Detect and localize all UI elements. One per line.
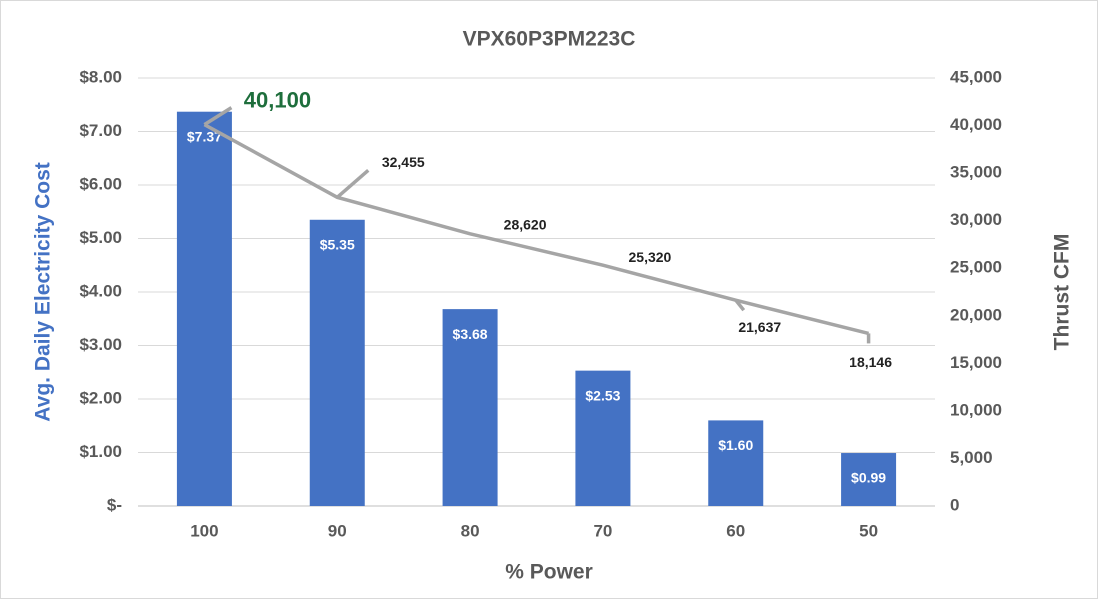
leader-line (734, 299, 746, 312)
line-series (203, 123, 870, 336)
y2-axis-label: Thrust CFM (1051, 234, 1074, 351)
y2-tick-label: 20,000 (950, 305, 1002, 324)
y-tick-label: $4.00 (79, 281, 122, 300)
x-tick-label: 80 (461, 521, 480, 540)
y-tick-label: $3.00 (79, 335, 122, 354)
x-tick-label: 90 (328, 521, 347, 540)
bar (575, 370, 631, 506)
bar-value-label: $1.60 (718, 437, 753, 453)
line-value-label: 18,146 (849, 354, 892, 370)
line-value-label: 25,320 (629, 249, 672, 265)
chart-title: VPX60P3PM223C (463, 28, 636, 51)
bar (841, 453, 897, 506)
y-axis-label: Avg. Daily Electricity Cost (32, 162, 55, 421)
x-tick-label: 50 (859, 521, 878, 540)
x-tick-label: 60 (726, 521, 745, 540)
bar-value-label: $7.37 (187, 128, 222, 144)
leader-line (203, 106, 233, 127)
y2-tick-label: 25,000 (950, 258, 1002, 277)
bar-value-label: $0.99 (851, 470, 886, 486)
y2-tick-label: 40,000 (950, 115, 1002, 134)
bar (309, 219, 365, 506)
line-value-label: 40,100 (244, 87, 311, 112)
y2-tick-label: 15,000 (950, 353, 1002, 372)
y2-tick-label: 0 (950, 495, 959, 514)
x-tick-label: 100 (190, 521, 218, 540)
bar-value-label: $5.35 (320, 236, 355, 252)
bar (176, 111, 232, 506)
y2-tick-label: 10,000 (950, 400, 1002, 419)
y-tick-label: $2.00 (79, 388, 122, 407)
y-tick-label: $8.00 (79, 67, 122, 86)
y2-tick-label: 30,000 (950, 210, 1002, 229)
y-tick-label: $1.00 (79, 442, 122, 461)
y-tick-label: $7.00 (79, 121, 122, 140)
line-value-label: 21,637 (738, 319, 781, 335)
x-axis-label: % Power (505, 561, 593, 584)
line-value-label: 28,620 (504, 216, 547, 232)
leader-line (336, 168, 370, 199)
y-tick-label: $6.00 (79, 174, 122, 193)
x-tick-label: 70 (593, 521, 612, 540)
line-value-label: 32,455 (382, 154, 425, 170)
bar (442, 309, 498, 506)
bar-value-label: $2.53 (585, 387, 620, 403)
y-tick-label: $5.00 (79, 228, 122, 247)
bar-value-label: $3.68 (453, 326, 488, 342)
y2-tick-label: 45,000 (950, 67, 1002, 86)
bar (708, 420, 764, 506)
y2-tick-label: 35,000 (950, 163, 1002, 182)
y-tick-label: $- (107, 495, 122, 514)
y2-tick-label: 5,000 (950, 448, 993, 467)
